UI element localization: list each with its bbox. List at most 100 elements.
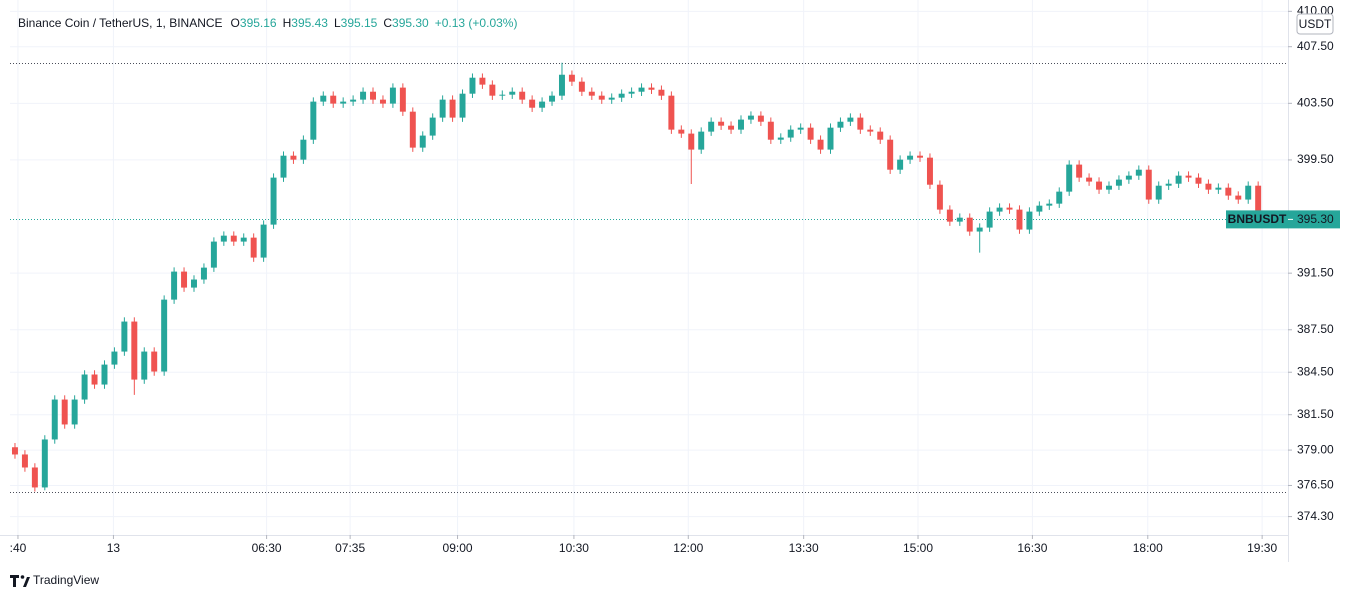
candle-body bbox=[946, 209, 953, 222]
candle-body bbox=[558, 74, 565, 96]
candle-body bbox=[220, 235, 227, 242]
candle-body bbox=[1105, 185, 1112, 190]
candle-body bbox=[1195, 177, 1202, 184]
candle-body bbox=[300, 139, 307, 160]
ohlc-value: 395.30 bbox=[392, 16, 429, 30]
x-tick-label: 06:30 bbox=[252, 541, 282, 555]
candle-body bbox=[1066, 164, 1073, 192]
candle-body bbox=[678, 129, 685, 134]
candle-body bbox=[887, 139, 894, 170]
candle-body bbox=[230, 235, 237, 242]
candle-body bbox=[191, 279, 197, 288]
candle-body bbox=[1006, 207, 1013, 210]
x-tick-label: 07:35 bbox=[335, 541, 365, 555]
candle-body bbox=[658, 89, 665, 96]
candle-body bbox=[240, 237, 247, 242]
candle-body bbox=[817, 139, 824, 150]
candle-body bbox=[1096, 181, 1103, 190]
candle-body bbox=[161, 299, 168, 372]
candle-body bbox=[200, 267, 207, 280]
candle-body bbox=[1245, 185, 1252, 200]
candle-body bbox=[777, 137, 784, 140]
candle-body bbox=[171, 271, 178, 300]
candle-body bbox=[897, 159, 904, 170]
symbol-tag: BNBUSDT bbox=[1228, 212, 1287, 226]
candle-body bbox=[429, 117, 436, 136]
candle-body bbox=[1056, 191, 1063, 204]
candle-body bbox=[91, 374, 98, 385]
candle-body bbox=[926, 157, 933, 185]
candle-body bbox=[1115, 179, 1122, 186]
symbol-tag-box bbox=[1226, 210, 1288, 229]
candle-body bbox=[738, 119, 744, 130]
logo-dot bbox=[20, 575, 25, 579]
candle-body bbox=[1145, 169, 1152, 200]
candle-body bbox=[787, 129, 794, 138]
candle-body bbox=[81, 374, 88, 400]
candle-body bbox=[131, 321, 138, 380]
candle-body bbox=[181, 271, 188, 288]
candle-body bbox=[698, 131, 705, 150]
candle-body bbox=[310, 101, 317, 140]
brand-name: TradingView bbox=[33, 573, 99, 587]
candle-body bbox=[608, 97, 615, 100]
candle-body bbox=[260, 224, 267, 258]
candle-body bbox=[917, 155, 923, 158]
candle-body bbox=[837, 121, 844, 128]
candle-body bbox=[379, 99, 386, 104]
candle-body bbox=[708, 121, 715, 132]
candle-body bbox=[280, 155, 287, 178]
candle-body bbox=[210, 241, 217, 268]
candle-body bbox=[668, 95, 675, 130]
candle-body bbox=[1165, 183, 1172, 186]
candle-body bbox=[1235, 195, 1242, 200]
candle-body bbox=[638, 87, 645, 92]
candle-body bbox=[1155, 185, 1162, 200]
x-tick-label: 16:30 bbox=[1017, 541, 1047, 555]
y-tick-label: 376.50 bbox=[1297, 478, 1334, 492]
ohlc-value: 395.15 bbox=[341, 16, 378, 30]
ohlc-label: C bbox=[383, 16, 392, 30]
candle-body bbox=[340, 101, 347, 104]
candle-body bbox=[1175, 175, 1182, 184]
ohlc-legend: O 395.16 H 395.43 L 395.15 C 395.30 +0.13 (+0.03… bbox=[231, 16, 518, 30]
candle-body bbox=[111, 351, 118, 365]
candle-body bbox=[907, 155, 914, 160]
candle-body bbox=[41, 439, 48, 488]
x-tick-label: 13 bbox=[107, 541, 121, 555]
candle-body bbox=[141, 351, 148, 380]
currency: USDT bbox=[1299, 17, 1332, 31]
candle-body bbox=[767, 121, 774, 140]
candle-body bbox=[71, 399, 78, 425]
x-tick-label: 12:00 bbox=[673, 541, 703, 555]
candle-body bbox=[370, 91, 376, 100]
candle-body bbox=[936, 184, 943, 210]
candles bbox=[11, 62, 1272, 492]
candle-body bbox=[1016, 209, 1023, 230]
ohlc-value: 395.16 bbox=[240, 16, 277, 30]
candle-body bbox=[399, 87, 406, 112]
y-tick-label: 403.50 bbox=[1297, 95, 1334, 109]
candle-body bbox=[1125, 175, 1132, 180]
candle-body bbox=[827, 127, 834, 150]
candle-body bbox=[877, 131, 884, 140]
y-tick-label: 381.50 bbox=[1297, 407, 1334, 421]
candle-body bbox=[529, 99, 536, 108]
candle-body bbox=[519, 91, 526, 100]
y-tick-label: 384.50 bbox=[1297, 364, 1334, 378]
candle-body bbox=[101, 364, 108, 385]
x-tick-label: 13:30 bbox=[789, 541, 819, 555]
y-tick-label: 399.50 bbox=[1297, 152, 1334, 166]
candle-body bbox=[688, 133, 695, 150]
candle-body bbox=[867, 129, 874, 132]
y-tick-label: 374.30 bbox=[1297, 509, 1334, 523]
candle-body bbox=[986, 211, 993, 228]
candle-body bbox=[479, 77, 486, 85]
candle-body bbox=[360, 91, 367, 100]
candle-body bbox=[648, 87, 655, 90]
candle-body bbox=[549, 95, 556, 102]
candle-body bbox=[489, 84, 496, 96]
candle-body bbox=[1036, 205, 1043, 212]
candle-body bbox=[1076, 164, 1083, 178]
